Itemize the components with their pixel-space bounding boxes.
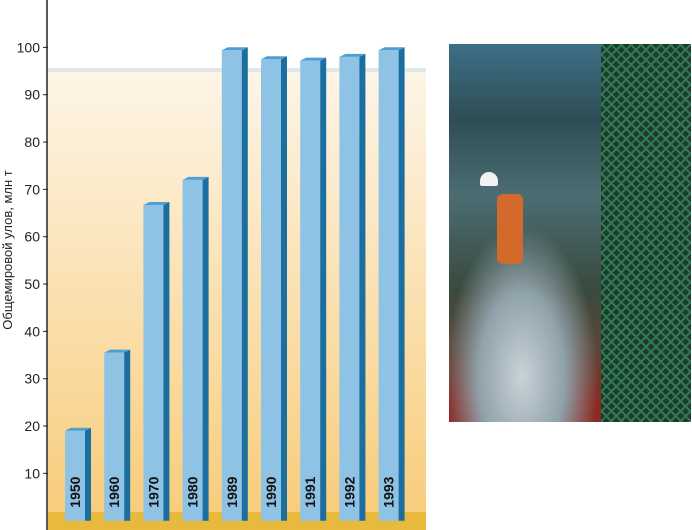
bar-top [221, 47, 248, 51]
bar-front [143, 205, 164, 521]
base-band [48, 512, 426, 530]
bar-top [65, 427, 91, 431]
x-tick-label: 1990 [263, 476, 279, 507]
bar-front [378, 50, 399, 521]
bar-1990: 1990 [261, 56, 287, 521]
bar-top [339, 53, 366, 57]
x-tick-label: 1992 [341, 476, 357, 507]
bar-side [320, 57, 327, 521]
y-tick-label: 20 [24, 418, 40, 434]
bar-front [339, 56, 360, 521]
bar-front [261, 59, 281, 521]
y-tick-label: 70 [24, 181, 40, 197]
bar-top [104, 349, 131, 353]
fishing-photo [449, 44, 691, 422]
bar-1960: 1960 [104, 349, 131, 521]
bar-top [378, 47, 405, 51]
y-tick-label: 30 [24, 371, 40, 387]
x-tick-label: 1993 [381, 476, 397, 507]
y-axis-label: Общемировой улов, млн т [0, 170, 15, 329]
bar-1980: 1980 [182, 176, 209, 521]
bar-front [182, 179, 203, 521]
bar-1992: 1992 [339, 53, 366, 521]
bar-side [281, 56, 287, 521]
bar-top [261, 56, 287, 60]
bar-side [202, 176, 209, 521]
y-tick-label: 80 [24, 134, 40, 150]
bar-side [398, 47, 405, 521]
y-tick-label: 100 [17, 39, 41, 55]
x-tick-label: 1950 [67, 476, 83, 507]
bar-1991: 1991 [300, 57, 327, 521]
bar-front [300, 60, 321, 521]
x-tick-label: 1970 [145, 476, 161, 507]
bar-side [241, 47, 248, 521]
bar-side [359, 53, 366, 521]
bar-top [300, 57, 327, 61]
y-tick-label: 60 [24, 229, 40, 245]
bar-1993: 1993 [378, 47, 405, 521]
x-tick-label: 1991 [302, 476, 318, 507]
bar-top [143, 202, 170, 206]
bar-side [85, 427, 91, 521]
y-tick-label: 10 [24, 465, 40, 481]
worker-helmet [480, 172, 498, 186]
bar-front [104, 352, 125, 521]
bar-front [221, 50, 242, 521]
y-tick-label: 90 [24, 87, 40, 103]
bar-side [163, 202, 170, 521]
worker-figure [497, 194, 523, 264]
y-tick-label: 40 [24, 323, 40, 339]
fishing-net [601, 44, 691, 422]
bar-top [182, 176, 209, 180]
x-tick-label: 1980 [185, 476, 201, 507]
x-tick-label: 1989 [224, 476, 240, 507]
bar-chart: 10 20 30 40 50 60 70 80 90 100 1950 1960 1970 1980 19… [0, 0, 426, 530]
bar-front [65, 430, 85, 521]
x-tick-label: 1960 [106, 476, 122, 507]
bar-1989: 1989 [221, 47, 248, 521]
bar-side [124, 349, 131, 521]
bar-1970: 1970 [143, 202, 170, 521]
y-tick-label: 50 [24, 276, 40, 292]
bar-1950: 1950 [65, 427, 91, 521]
